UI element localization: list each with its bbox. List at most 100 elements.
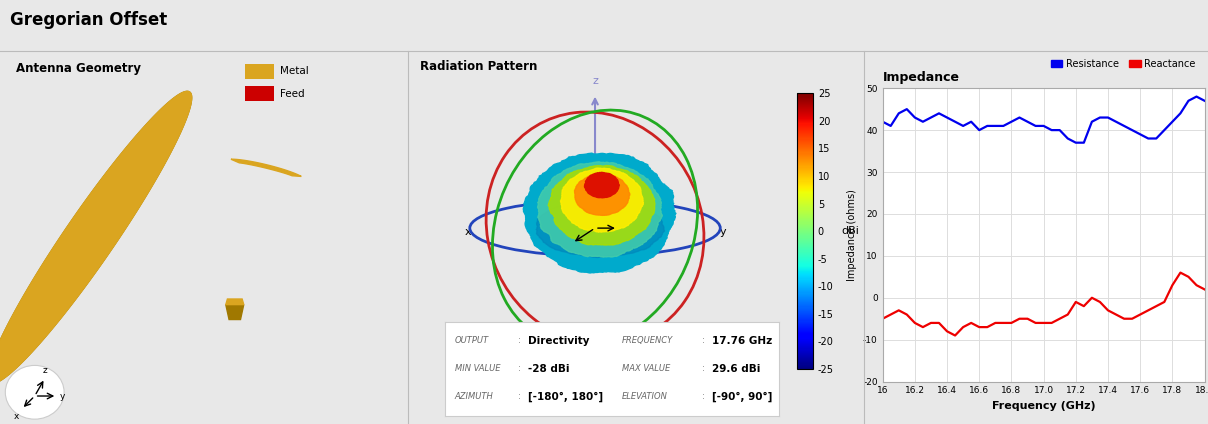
Resistance: [892, 111, 906, 116]
Resistance: [924, 115, 939, 120]
Text: -28 dBi: -28 dBi: [528, 364, 570, 374]
Text: :: :: [518, 364, 521, 374]
Resistance: [1052, 128, 1067, 133]
Reactance: [1189, 283, 1203, 288]
Text: :: :: [702, 392, 705, 402]
Reactance: [988, 321, 1003, 326]
Text: x: x: [464, 227, 471, 237]
Reactance: [924, 321, 939, 326]
Reactance: [997, 321, 1011, 326]
Resistance: [964, 119, 978, 124]
Polygon shape: [0, 91, 192, 384]
Reactance: [1100, 308, 1115, 313]
Reactance: [1197, 287, 1208, 292]
Bar: [245, 86, 273, 101]
Resistance: [940, 115, 954, 120]
Polygon shape: [226, 304, 244, 320]
Resistance: [1061, 136, 1075, 141]
Reactance: [1045, 321, 1059, 326]
Resistance: [883, 123, 898, 128]
Reactance: [1181, 274, 1196, 279]
Text: x: x: [13, 412, 19, 421]
Reactance: [956, 324, 970, 329]
Resistance: [1036, 123, 1051, 128]
Text: Metal: Metal: [280, 67, 308, 76]
X-axis label: Frequency (GHz): Frequency (GHz): [992, 401, 1096, 411]
Text: 17.76 GHz: 17.76 GHz: [713, 336, 772, 346]
Resistance: [1149, 136, 1163, 141]
Reactance: [1021, 316, 1035, 321]
Text: Gregorian Offset: Gregorian Offset: [10, 11, 167, 28]
Resistance: [1004, 119, 1018, 124]
Line: Resistance: Resistance: [883, 97, 1204, 143]
Bar: [245, 64, 273, 79]
Reactance: [1012, 316, 1027, 321]
Reactance: [1157, 299, 1172, 304]
Text: [-180°, 180°]: [-180°, 180°]: [528, 392, 603, 402]
Text: MIN VALUE: MIN VALUE: [454, 364, 500, 374]
Line: Reactance: Reactance: [883, 273, 1204, 335]
Polygon shape: [231, 159, 301, 176]
Text: y: y: [719, 227, 726, 237]
Resistance: [1166, 119, 1180, 124]
Text: :: :: [702, 336, 705, 346]
Resistance: [1093, 115, 1108, 120]
Resistance: [931, 111, 946, 116]
Text: [-90°, 90°]: [-90°, 90°]: [713, 392, 773, 402]
Reactance: [892, 308, 906, 313]
Resistance: [1100, 115, 1115, 120]
Resistance: [972, 128, 987, 133]
Polygon shape: [523, 153, 676, 273]
Resistance: [1021, 119, 1035, 124]
Resistance: [1157, 128, 1172, 133]
Legend: Resistance, Reactance: Resistance, Reactance: [1046, 55, 1200, 73]
Reactance: [1028, 321, 1043, 326]
Resistance: [876, 119, 890, 124]
Text: Radiation Pattern: Radiation Pattern: [419, 60, 538, 73]
Resistance: [988, 123, 1003, 128]
Resistance: [1197, 98, 1208, 103]
Reactance: [1109, 312, 1123, 317]
Polygon shape: [575, 173, 629, 215]
Resistance: [916, 119, 930, 124]
Text: dBi: dBi: [841, 226, 859, 236]
Reactance: [1004, 321, 1018, 326]
Reactance: [964, 321, 978, 326]
Resistance: [1028, 123, 1043, 128]
Polygon shape: [538, 162, 662, 257]
Reactance: [1036, 321, 1051, 326]
Text: MAX VALUE: MAX VALUE: [622, 364, 670, 374]
Resistance: [1069, 140, 1084, 145]
Reactance: [1069, 299, 1084, 304]
Resistance: [1117, 123, 1132, 128]
Reactance: [931, 321, 946, 326]
Resistance: [1133, 132, 1148, 137]
Resistance: [1109, 119, 1123, 124]
Y-axis label: Impedance (ohms): Impedance (ohms): [848, 189, 858, 281]
Text: Feed: Feed: [280, 89, 304, 99]
Text: z: z: [42, 366, 47, 376]
Text: :: :: [518, 392, 521, 402]
Resistance: [1125, 128, 1139, 133]
Polygon shape: [561, 168, 644, 232]
Text: Antenna Geometry: Antenna Geometry: [17, 62, 141, 75]
Resistance: [907, 115, 922, 120]
Reactance: [907, 321, 922, 326]
Reactance: [940, 329, 954, 334]
Reactance: [1173, 270, 1187, 275]
Resistance: [1173, 111, 1187, 116]
Reactance: [1061, 312, 1075, 317]
Reactance: [972, 324, 987, 329]
Reactance: [1125, 316, 1139, 321]
Reactance: [1093, 299, 1108, 304]
Polygon shape: [536, 199, 664, 257]
Resistance: [1189, 94, 1203, 99]
Reactance: [1076, 304, 1091, 309]
Text: FREQUENCY: FREQUENCY: [622, 336, 673, 346]
Reactance: [1085, 295, 1099, 300]
Reactance: [1133, 312, 1148, 317]
Text: Directivity: Directivity: [528, 336, 590, 346]
Polygon shape: [585, 172, 620, 198]
Resistance: [1076, 140, 1091, 145]
Text: 29.6 dBi: 29.6 dBi: [713, 364, 761, 374]
